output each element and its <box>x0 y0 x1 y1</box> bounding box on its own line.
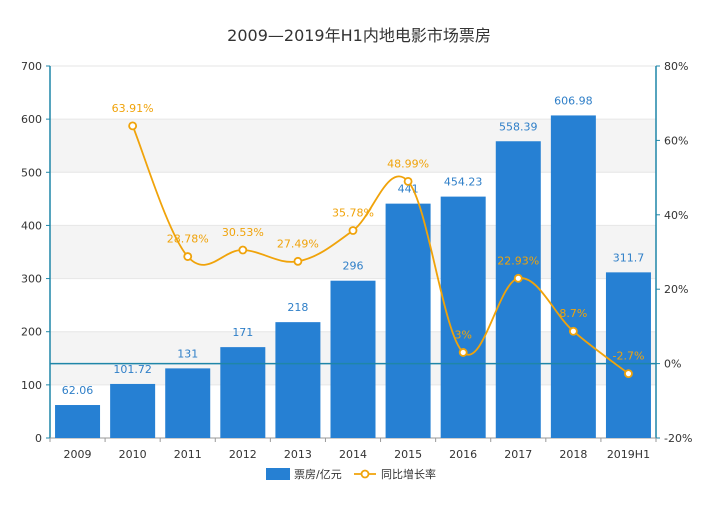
x-axis-tick-label: 2017 <box>504 448 532 461</box>
growth-rate-point <box>293 256 303 266</box>
growth-rate-point <box>128 121 138 131</box>
x-axis-tick-label: 2011 <box>174 448 202 461</box>
left-axis-tick-label: 200 <box>21 326 42 339</box>
growth-rate-label: 28.78% <box>167 233 209 246</box>
bar-value-label: 558.39 <box>499 120 538 133</box>
bar-value-label: 131 <box>177 347 198 360</box>
bar <box>165 368 211 438</box>
bar <box>55 405 101 438</box>
growth-rate-point <box>183 252 193 261</box>
bar <box>330 280 376 438</box>
growth-rate-label: 27.49% <box>277 237 319 250</box>
bar-value-label: 296 <box>343 260 364 273</box>
left-axis-tick-label: 600 <box>21 113 42 126</box>
right-axis-tick-label: 40% <box>664 209 688 222</box>
x-axis-tick-label: 2012 <box>229 448 257 461</box>
x-axis-tick-label: 2009 <box>64 448 92 461</box>
bar-value-label: 441 <box>398 183 419 196</box>
growth-rate-label: 22.93% <box>497 254 539 267</box>
x-axis-tick-label: 2019H1 <box>607 448 650 461</box>
growth-rate-point <box>568 326 578 336</box>
bar <box>275 322 321 438</box>
bar <box>495 141 541 438</box>
right-axis-tick-label: -20% <box>664 432 692 445</box>
legend-bar-swatch <box>266 468 290 480</box>
growth-rate-label: 48.99% <box>387 157 429 170</box>
bar-value-label: 606.98 <box>554 94 593 107</box>
chart-title: 2009—2019年H1内地电影市场票房 <box>227 26 491 45</box>
x-axis-tick-label: 2010 <box>119 448 147 461</box>
left-axis-tick-label: 500 <box>21 166 42 179</box>
growth-rate-label: 35.78% <box>332 206 374 219</box>
bar-value-label: 311.7 <box>613 251 645 264</box>
legend-line-marker <box>360 469 370 479</box>
bar-value-label: 454.23 <box>444 176 483 189</box>
x-axis-tick-label: 2015 <box>394 448 422 461</box>
bar <box>110 383 156 438</box>
growth-rate-point <box>513 273 523 283</box>
left-axis-tick-label: 700 <box>21 60 42 73</box>
growth-rate-label: 30.53% <box>222 226 264 239</box>
bar <box>220 347 266 438</box>
legend-bar-label: 票房/亿元 <box>294 468 342 481</box>
growth-rate-point <box>238 245 248 255</box>
growth-rate-point <box>458 348 468 357</box>
x-axis-tick-label: 2018 <box>559 448 587 461</box>
bar-value-label: 218 <box>287 301 308 314</box>
x-axis-tick-label: 2014 <box>339 448 367 461</box>
growth-rate-label: 8.7% <box>559 307 587 320</box>
left-axis-tick-label: 100 <box>21 379 42 392</box>
left-axis-tick-label: 0 <box>35 432 42 445</box>
left-axis-tick-label: 400 <box>21 219 42 232</box>
x-axis-tick-label: 2013 <box>284 448 312 461</box>
right-axis-tick-label: 20% <box>664 283 688 296</box>
left-axis-tick-label: 300 <box>21 273 42 286</box>
growth-rate-label: 3% <box>454 328 471 341</box>
bar <box>605 272 651 438</box>
right-axis-tick-label: 80% <box>664 60 688 73</box>
bar <box>385 203 431 438</box>
bar-value-label: 101.72 <box>113 363 152 376</box>
bar-value-label: 171 <box>232 326 253 339</box>
growth-rate-line <box>131 125 630 375</box>
growth-rate-label: -2.7% <box>612 350 644 363</box>
growth-rate-point <box>348 226 358 235</box>
right-axis-tick-label: 60% <box>664 134 688 147</box>
growth-rate-point <box>624 369 633 379</box>
bar-value-label: 62.06 <box>62 384 94 397</box>
growth-rate-point <box>403 176 413 186</box>
x-axis-tick-label: 2016 <box>449 448 477 461</box>
bar <box>550 115 596 439</box>
right-axis-tick-label: 0% <box>664 358 681 371</box>
growth-rate-label: 63.91% <box>112 102 154 115</box>
legend-line-label: 同比增长率 <box>381 467 436 481</box>
